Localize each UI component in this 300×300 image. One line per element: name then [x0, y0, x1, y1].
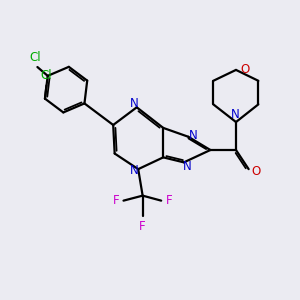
Text: Cl: Cl [40, 70, 52, 83]
Text: O: O [240, 63, 250, 76]
Text: O: O [252, 165, 261, 178]
Text: F: F [166, 194, 172, 207]
Text: N: N [231, 108, 240, 121]
Text: N: N [130, 97, 139, 110]
Text: N: N [183, 160, 192, 173]
Text: Cl: Cl [29, 51, 41, 64]
Text: N: N [130, 164, 139, 177]
Text: F: F [139, 220, 146, 233]
Text: F: F [112, 194, 119, 207]
Text: N: N [189, 129, 198, 142]
